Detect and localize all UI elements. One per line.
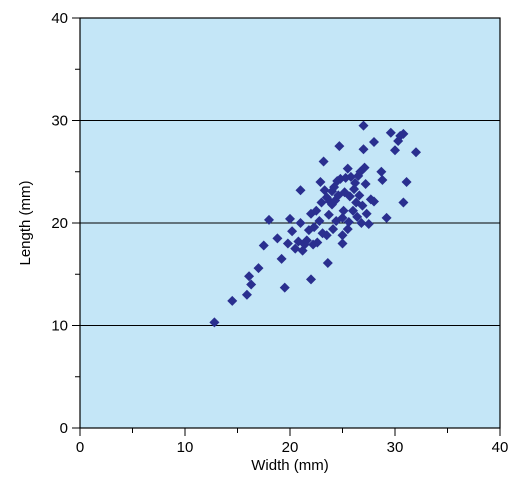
data-point-58 [344,191,355,202]
data-point-86 [398,128,409,139]
data-point-37 [323,209,334,220]
data-point-35 [321,230,332,241]
data-point-36 [322,257,333,268]
data-point-6 [258,240,269,251]
data-point-88 [401,177,412,187]
y-axis-title: Length (mm) [17,180,34,265]
tick-labels: 0 10 20 30 40 0 10 20 30 40 [51,10,508,456]
data-point-56 [342,224,353,235]
data-point-27 [312,237,323,248]
data-point-51 [337,230,348,241]
data-point-29 [315,177,326,187]
data-point-55 [342,163,353,174]
data-point-72 [359,162,370,173]
data-point-28 [314,215,325,226]
data-point-10 [279,282,290,293]
data-point-8 [272,233,283,244]
data-point-13 [287,226,298,237]
data-point-64 [352,211,363,222]
data-point-7 [264,214,274,225]
data-point-1 [227,295,238,306]
y-tick-label-20: 20 [51,215,68,232]
data-point-14 [290,243,301,254]
data-point-68 [356,218,367,228]
data-point-59 [345,171,356,182]
data-point-47 [334,141,345,152]
x-tick-label-10: 10 [177,439,194,456]
data-point-66 [354,190,365,201]
data-point-50 [337,212,348,223]
data-point-61 [349,184,360,195]
data-point-26 [311,205,322,216]
data-point-78 [369,137,379,148]
data-point-2 [241,289,252,300]
data-point-32 [318,156,329,167]
data-point-12 [285,213,295,224]
data-point-49 [337,238,348,249]
data-point-9 [276,253,287,264]
data-point-87 [398,197,409,208]
data-point-11 [282,238,293,249]
data-point-4 [246,279,257,290]
data-point-73 [360,179,371,190]
data-point-81 [381,212,392,223]
data-point-41 [328,224,339,235]
data-point-23 [306,274,316,285]
y-tick-label-30: 30 [51,113,68,130]
data-point-79 [376,166,387,177]
y-tick-label-40: 40 [51,10,68,27]
x-axis-title: Width (mm) [251,457,329,474]
data-point-82 [385,127,396,138]
data-point-25 [309,222,320,233]
data-points [209,120,421,328]
x-tick-label-30: 30 [387,439,404,456]
tick-marks [72,17,501,436]
data-point-71 [358,144,369,155]
data-point-5 [253,263,264,274]
data-point-62 [350,178,361,189]
data-point-80 [377,174,388,185]
data-point-0 [209,317,220,328]
data-point-17 [295,185,306,196]
data-point-70 [358,120,369,131]
y-tick-label-10: 10 [51,318,68,335]
data-point-74 [361,208,372,219]
data-point-60 [348,205,358,216]
data-point-30 [316,197,327,208]
x-tick-label-20: 20 [282,439,299,456]
data-point-33 [319,185,330,196]
data-point-89 [411,147,421,158]
y-tick-label-0: 0 [60,420,68,437]
data-point-52 [338,205,349,216]
x-tick-label-40: 40 [492,439,509,456]
data-point-75 [363,219,374,230]
data-point-69 [357,200,368,211]
data-point-3 [244,271,255,282]
data-point-20 [301,235,312,246]
data-point-16 [295,218,306,228]
data-point-83 [390,145,400,156]
data-point-77 [369,196,379,207]
x-tick-label-0: 0 [76,439,84,456]
data-point-57 [343,216,354,227]
